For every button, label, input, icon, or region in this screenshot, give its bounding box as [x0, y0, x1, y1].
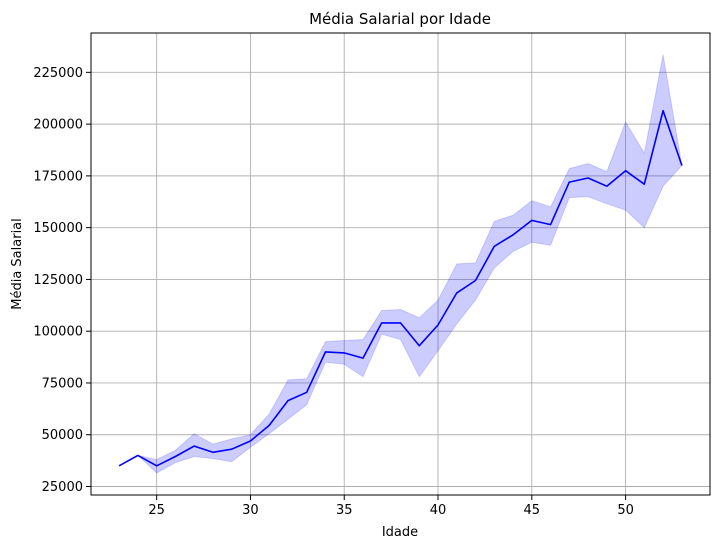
y-tick-label: 125000 — [33, 273, 83, 288]
x-tick-label: 40 — [430, 503, 447, 518]
y-tick-label: 225000 — [33, 66, 83, 81]
y-tick-label: 200000 — [33, 118, 83, 133]
y-tick-label: 100000 — [33, 325, 83, 340]
x-tick-label: 50 — [617, 503, 634, 518]
x-tick-label: 30 — [242, 503, 259, 518]
y-tick-label: 75000 — [42, 376, 83, 391]
confidence-band-layer — [118, 54, 683, 474]
chart-title: Média Salarial por Idade — [309, 10, 491, 28]
series-line-layer — [118, 109, 683, 467]
y-tick-label: 50000 — [42, 428, 83, 443]
plot-area-frame — [90, 32, 711, 496]
confidence-band — [118, 54, 683, 474]
y-axis-label: Média Salarial — [10, 218, 25, 310]
y-axis: 25000 50000 75000 100000 125000 150000 175000 2… — [33, 66, 91, 495]
y-tick-label: 150000 — [33, 221, 83, 236]
salary-mean-line — [118, 109, 683, 467]
y-tick-label: 175000 — [33, 169, 83, 184]
x-tick-label: 25 — [148, 503, 165, 518]
x-axis-label: Idade — [382, 525, 418, 540]
x-tick-label: 45 — [524, 503, 541, 518]
y-tick-label: 25000 — [42, 480, 83, 495]
x-tick-label: 35 — [336, 503, 353, 518]
grid-lines — [91, 33, 710, 495]
x-axis: 25 30 35 40 45 50 — [148, 495, 634, 518]
